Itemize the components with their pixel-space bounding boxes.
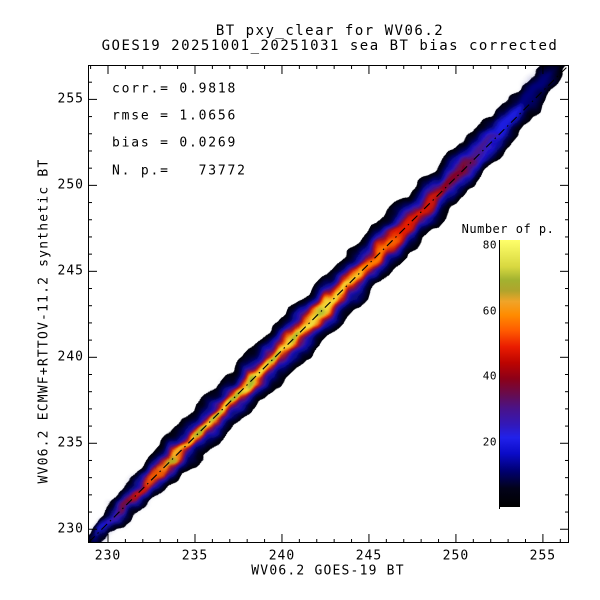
x-tick-label-245: 245	[355, 548, 383, 564]
colorbar-tick-label-60: 60	[482, 304, 497, 318]
x-tick-label-230: 230	[94, 548, 122, 564]
x-axis-label: WV06.2 GOES-19 BT	[251, 563, 405, 579]
stat-corr: corr.= 0.9818	[112, 81, 238, 97]
stat-n-points: N. p.= 73772	[112, 163, 247, 179]
plot-subtitle: GOES19 20251001_20251031 sea BT bias cor…	[101, 38, 559, 54]
y-tick-label-250: 250	[57, 177, 84, 193]
x-tick-label-235: 235	[181, 548, 209, 564]
y-axis-label: WV06.2 ECMWF+RTTOV-11.2 synthetic BT	[36, 158, 52, 484]
stat-rmse: rmse = 1.0656	[112, 108, 238, 124]
plot-title: BT pxy_clear for WV06.2	[215, 23, 445, 39]
y-tick-label-230: 230	[57, 521, 84, 537]
colorbar	[500, 240, 520, 507]
axis-ticks	[88, 65, 569, 543]
colorbar-tick-label-40: 40	[482, 369, 497, 383]
y-tick-label-235: 235	[57, 435, 84, 451]
x-tick-label-250: 250	[442, 548, 470, 564]
colorbar-tick-label-80: 80	[482, 238, 497, 252]
stat-bias: bias = 0.0269	[112, 135, 238, 151]
x-tick-label-240: 240	[268, 548, 296, 564]
colorbar-tick-label-20: 20	[482, 435, 497, 449]
identity-line	[88, 65, 569, 543]
x-tick-label-255: 255	[529, 548, 557, 564]
colorbar-title: Number of p.	[461, 222, 555, 236]
plot-frame	[88, 65, 569, 543]
y-tick-label-255: 255	[57, 91, 84, 107]
y-tick-label-245: 245	[57, 263, 84, 279]
y-tick-label-240: 240	[57, 349, 84, 365]
